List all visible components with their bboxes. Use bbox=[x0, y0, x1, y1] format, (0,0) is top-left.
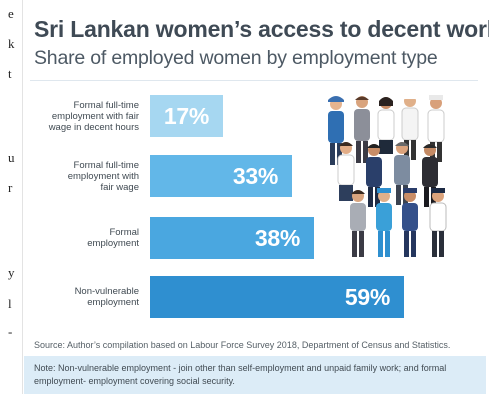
data-label: 59% bbox=[344, 284, 390, 310]
worker-figure bbox=[429, 188, 447, 257]
category-label-line: employment bbox=[87, 297, 139, 308]
chart-title: Sri Lankan women’s access to decent work… bbox=[34, 16, 489, 42]
category-label-line: Formal full-time bbox=[73, 99, 139, 111]
bar bbox=[150, 95, 223, 137]
workers-group-illustration bbox=[328, 94, 447, 257]
category-label-line: wage in decent hours bbox=[48, 121, 139, 133]
category-label-line: Formal bbox=[109, 227, 139, 238]
left-fragment-char: y bbox=[8, 265, 15, 280]
category-label: Non-vulnerable employment bbox=[34, 286, 139, 308]
worker-figure bbox=[337, 142, 355, 201]
left-fragment-char: t bbox=[8, 66, 12, 81]
data-label: 17% bbox=[163, 103, 209, 129]
category-label: Formal full-time employment with fair wage… bbox=[34, 100, 139, 133]
worker-figure bbox=[350, 190, 366, 257]
category-label-line: Formal full-time bbox=[73, 159, 139, 171]
worker-figure bbox=[354, 96, 370, 163]
note-text: Note: Non-vulnerable employment - join o… bbox=[34, 362, 474, 388]
left-fragment-char: r bbox=[8, 180, 13, 195]
left-fragment-char: - bbox=[8, 324, 13, 339]
left-fragment-char: u bbox=[8, 150, 15, 165]
bar bbox=[150, 276, 404, 318]
worker-figure bbox=[402, 188, 418, 257]
title-divider bbox=[30, 80, 478, 81]
left-page-fragment bbox=[0, 0, 22, 394]
category-label-line: employment bbox=[87, 238, 139, 249]
left-fragment-char: e bbox=[8, 6, 14, 21]
category-label-line: fair wage bbox=[100, 181, 139, 193]
bar bbox=[150, 217, 314, 259]
note-panel bbox=[24, 356, 486, 394]
category-label: Formal full-time employment with fair wage bbox=[34, 160, 139, 193]
source-note: Source: Author’s compilation based on La… bbox=[34, 340, 451, 350]
worker-figure bbox=[328, 96, 344, 165]
note-line: employment- employment covering social s… bbox=[34, 376, 235, 386]
data-label: 38% bbox=[254, 225, 300, 251]
left-fragment-char: l bbox=[8, 296, 12, 311]
category-label-line: employment with fair bbox=[51, 110, 139, 122]
worker-figure bbox=[376, 188, 392, 257]
data-label: 33% bbox=[232, 163, 278, 189]
bar bbox=[150, 155, 292, 197]
chart-subtitle: Share of employed women by employment ty… bbox=[34, 47, 438, 69]
category-label-line: Non-vulnerable bbox=[74, 286, 139, 297]
note-line: Note: Non-vulnerable employment - join o… bbox=[34, 363, 447, 373]
worker-figure bbox=[366, 144, 382, 207]
worker-figure bbox=[377, 97, 395, 154]
left-fragment-char: k bbox=[8, 36, 15, 51]
category-label-line: employment with bbox=[67, 170, 139, 182]
category-label: Formal employment bbox=[34, 227, 139, 249]
